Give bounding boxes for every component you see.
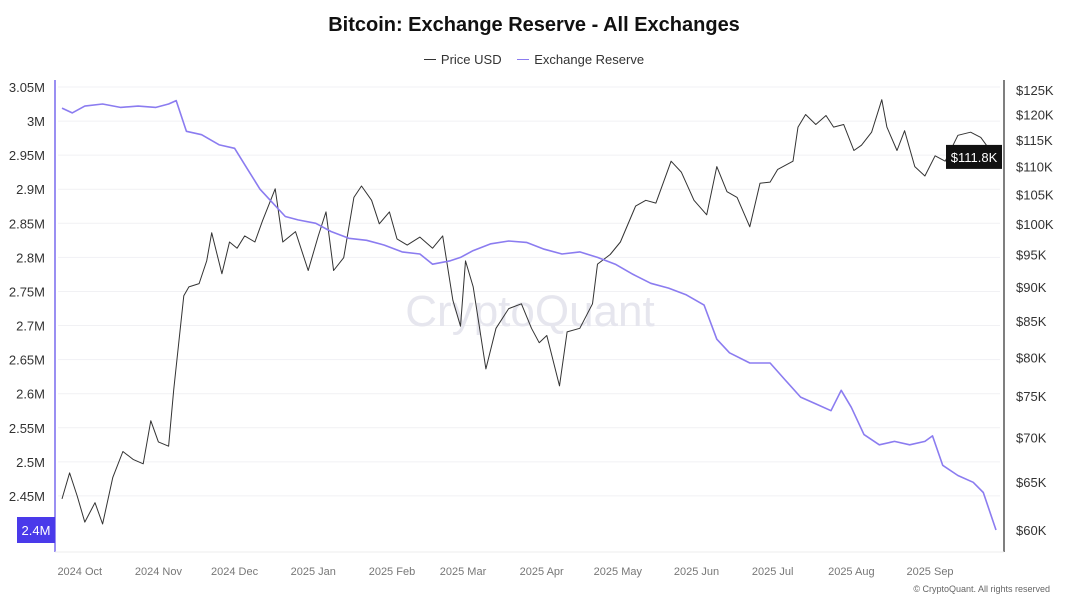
legend-item-reserve[interactable]: Exchange Reserve: [517, 52, 644, 67]
right-axis-tick-label: $75K: [1016, 389, 1047, 404]
right-axis-tick-label: $105K: [1016, 188, 1054, 203]
x-axis-tick-label: 2025 Jul: [752, 566, 794, 578]
x-axis-tick-label: 2025 Aug: [828, 566, 875, 578]
right-axis-tick-label: $65K: [1016, 475, 1047, 490]
left-axis-tick-label: 2.95M: [9, 148, 45, 163]
x-axis-tick-label: 2025 Sep: [906, 566, 953, 578]
legend-swatch-price: [423, 59, 436, 60]
legend-swatch-reserve: [517, 59, 530, 60]
left-axis-tick-label: 3M: [27, 114, 45, 129]
x-axis-tick-label: 2025 Apr: [520, 566, 564, 578]
legend-label-price: Price USD: [440, 52, 502, 67]
x-axis-tick-label: 2024 Nov: [135, 566, 183, 578]
series-line-exchange-reserve: [61, 99, 997, 531]
right-axis-tick-label: $60K: [1016, 523, 1047, 538]
left-axis-tick-label: 2.9M: [16, 182, 45, 197]
left-axis-tick-label: 2.75M: [9, 284, 45, 299]
left-axis-tick-label: 2.6M: [16, 387, 45, 402]
left-axis-tick-label: 2.65M: [9, 353, 45, 368]
left-axis-tick-label: 2.45M: [9, 489, 45, 504]
legend: Price USD Exchange Reserve: [0, 48, 1068, 67]
right-axis-tick-label: $110K: [1016, 160, 1053, 175]
x-axis-tick-label: 2025 May: [594, 566, 643, 578]
left-axis-tick-label: 3.05M: [9, 80, 45, 95]
right-axis-tick-label: $120K: [1016, 107, 1054, 122]
legend-label-reserve: Exchange Reserve: [534, 52, 645, 67]
right-axis-tick-label: $125K: [1016, 83, 1054, 98]
right-axis-tick-label: $95K: [1016, 248, 1047, 263]
left-axis-tick-label: 2.85M: [9, 216, 45, 231]
right-axis-tick-label: $115K: [1016, 133, 1053, 148]
x-axis-tick-label: 2024 Dec: [211, 566, 259, 578]
right-axis-tick-label: $80K: [1016, 351, 1047, 366]
x-axis-tick-label: 2024 Oct: [57, 566, 102, 578]
x-axis-tick-label: 2025 Jan: [291, 566, 336, 578]
current-reserve-badge: [17, 517, 55, 543]
chart-title: Bitcoin: Exchange Reserve - All Exchange…: [328, 14, 740, 36]
right-axis-tick-label: $70K: [1016, 431, 1047, 446]
current-price-badge: [946, 144, 1002, 169]
right-axis-tick-label: $100K: [1016, 217, 1054, 232]
left-axis-tick-label: 2.8M: [16, 250, 45, 265]
legend-item-price[interactable]: Price USD: [423, 52, 502, 67]
watermark: CryptoQuant: [405, 287, 654, 336]
left-axis-tick-label: 2.55M: [9, 421, 45, 436]
right-axis-tick-label: $85K: [1016, 314, 1047, 329]
x-axis-tick-label: 2025 Jun: [674, 566, 719, 578]
current-price-label: $111.8K: [951, 150, 998, 165]
current-reserve-label: 2.4M: [22, 523, 51, 538]
left-axis-tick-label: 2.5M: [16, 455, 45, 470]
x-axis-tick-label: 2025 Feb: [369, 566, 415, 578]
series-line-price: [61, 99, 997, 525]
right-axis-tick-label: $90K: [1016, 280, 1047, 295]
left-axis-tick-label: 2.7M: [16, 319, 45, 334]
x-axis-tick-label: 2025 Mar: [440, 566, 487, 578]
copyright: © CryptoQuant. All rights reserved: [913, 584, 1050, 594]
